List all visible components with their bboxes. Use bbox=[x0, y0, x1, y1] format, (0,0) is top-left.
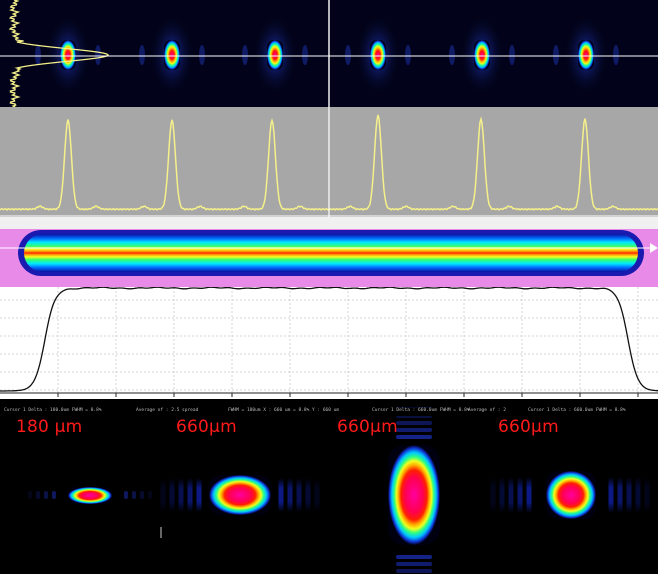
beam-spot bbox=[209, 475, 271, 515]
beam-spot bbox=[345, 15, 411, 95]
spot-comparison-image bbox=[0, 407, 658, 574]
spot-array-image bbox=[0, 0, 658, 107]
profile-bottom-edge bbox=[0, 399, 658, 407]
status-strip: Cursor 1 Delta : 180.0um FWHM = 8.8% Ave… bbox=[0, 408, 658, 416]
spot-size-label-2: 660µm bbox=[176, 417, 237, 437]
spot-array-canvas bbox=[0, 0, 658, 107]
line-beam-image bbox=[0, 217, 658, 287]
spot-size-label-3: 660µm bbox=[337, 417, 398, 437]
diffraction-fringes bbox=[28, 407, 650, 573]
line-beam-top-strip bbox=[0, 217, 658, 229]
line-beam-canvas bbox=[0, 217, 658, 276]
profile-grid bbox=[0, 287, 658, 393]
peak-profile-canvas bbox=[0, 107, 658, 217]
vertical-profile-trace bbox=[8, 0, 110, 107]
status-text-4: Cursor 1 Delta : 660.0um FWHM = 8.8% bbox=[372, 408, 470, 413]
beam-spot bbox=[68, 487, 112, 504]
flat-top-profile-plot bbox=[0, 287, 658, 407]
flat-top-profile-canvas bbox=[0, 287, 658, 407]
beam-spot bbox=[35, 15, 101, 95]
spot-comparison-canvas bbox=[28, 407, 650, 573]
status-text-5: Average of : 2 bbox=[468, 408, 506, 413]
arrow-right-icon bbox=[650, 243, 658, 253]
beam-spot bbox=[388, 445, 440, 545]
status-text-2: Average of : 2.5 spread bbox=[136, 408, 199, 413]
spot-size-label-1: 180 µm bbox=[16, 417, 83, 437]
flat-top-profile-trace bbox=[0, 287, 658, 392]
peak-profile-plot bbox=[0, 107, 658, 217]
spot-size-label-4: 660µm bbox=[498, 417, 559, 437]
profile-axis-ticks bbox=[57, 393, 639, 397]
status-text-6: Cursor 1 Delta : 660.0um FWHM = 8.8% bbox=[528, 408, 626, 413]
status-text-1: Cursor 1 Delta : 180.0um FWHM = 8.8% bbox=[4, 408, 102, 413]
beam-spot bbox=[546, 471, 596, 519]
beam-spot bbox=[449, 15, 515, 95]
line-beam-core bbox=[24, 234, 638, 272]
status-text-3: FWHM = 180um X : 660 um = 8.8% Y : 660 u… bbox=[228, 408, 340, 413]
beam-spot bbox=[242, 15, 308, 95]
beam-spot bbox=[139, 15, 205, 95]
beam-spot bbox=[553, 15, 619, 95]
